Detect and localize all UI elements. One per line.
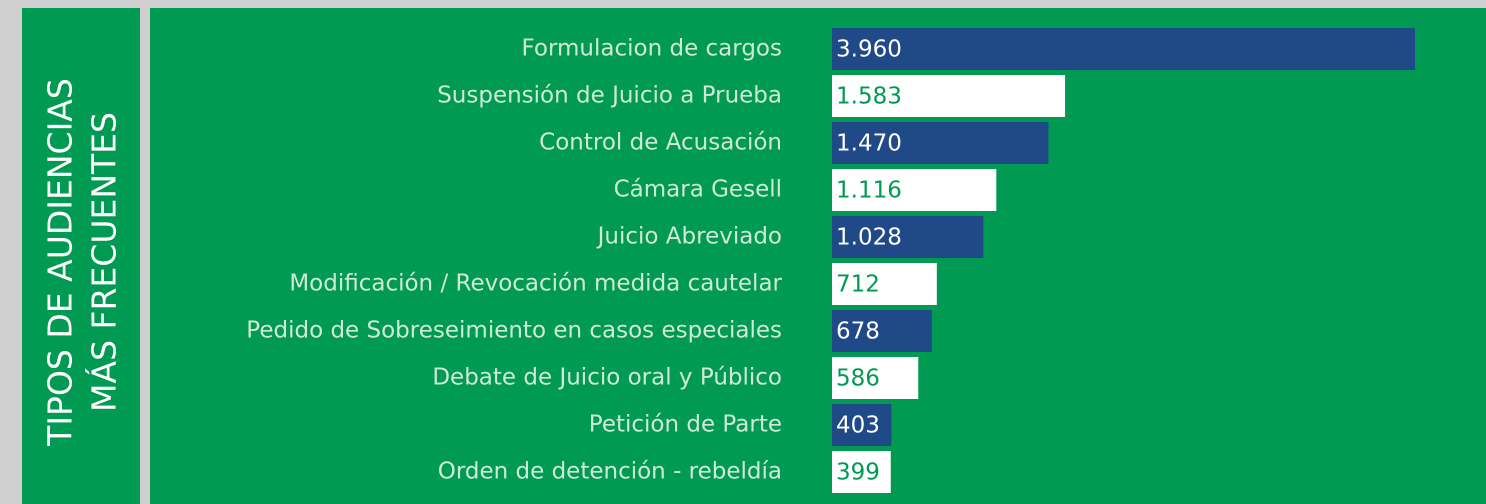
category-label: Pedido de Sobreseimiento en casos especi… [246,318,782,344]
bar [832,216,984,258]
value-label: 1.028 [836,225,902,251]
category-label: Cámara Gesell [614,177,782,203]
bar [832,310,932,352]
bar [832,122,1049,164]
value-label: 403 [836,413,880,439]
bar [832,451,891,493]
value-label: 1.583 [836,84,902,110]
category-label: Petición de Parte [589,412,782,438]
value-label: 678 [836,319,880,345]
chart-title: TIPOS DE AUDIENCIAS [41,78,80,447]
value-label: 586 [836,366,880,392]
value-label: 712 [836,272,880,298]
category-label: Formulacion de cargos [521,36,782,62]
value-label: 3.960 [836,37,902,63]
category-label: Juicio Abreviado [596,224,782,250]
plot-panel [150,8,1486,504]
value-label: 1.116 [836,178,902,204]
bar [832,169,997,211]
bar [832,28,1415,70]
bar [832,263,937,305]
bar [832,75,1066,117]
title-group: TIPOS DE AUDIENCIAS MÁS FRECUENTES [41,78,124,447]
category-label: Modificación / Revocación medida cautela… [289,271,782,297]
value-label: 399 [836,460,880,486]
category-label: Control de Acusación [539,130,782,156]
bar [832,357,919,399]
value-label: 1.470 [836,131,902,157]
title-panel [22,8,140,504]
bar [832,404,892,446]
chart-title: MÁS FRECUENTES [84,112,124,412]
category-label: Debate de Juicio oral y Público [432,365,782,391]
category-label: Suspensión de Juicio a Prueba [437,83,782,109]
category-label: Orden de detención - rebeldía [438,459,782,485]
